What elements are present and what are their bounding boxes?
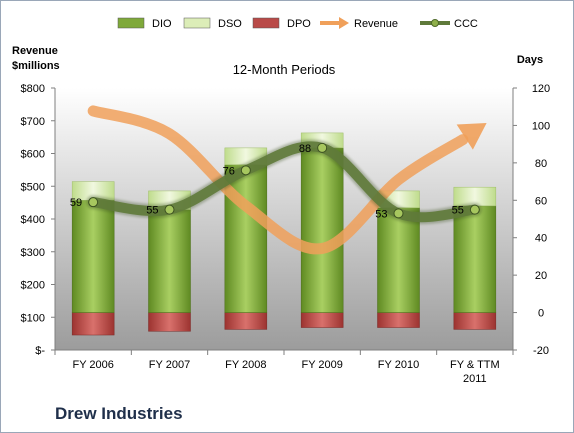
legend-swatch-dso [183, 17, 211, 29]
revenue-arrowhead [456, 122, 487, 150]
left-tick-label: $- [35, 345, 45, 357]
ccc-marker [88, 197, 99, 208]
legend-label-dso: DSO [218, 18, 242, 30]
left-tick-label: $400 [21, 214, 45, 226]
bar-dpo [224, 312, 268, 330]
x-tick-label: FY 2009 [301, 359, 342, 371]
company-name: Drew Industries [55, 404, 183, 423]
bar-dpo [300, 312, 344, 328]
bar-dpo [377, 312, 420, 328]
left-tick-label: $300 [21, 247, 45, 259]
left-tick-label: $100 [21, 312, 45, 324]
ccc-data-label: 53 [375, 208, 387, 220]
legend-label-revenue: Revenue [354, 18, 398, 30]
legend-marker-ccc [431, 19, 439, 27]
left-tick-label: $500 [21, 181, 45, 193]
x-tick-label: FY & TTM [450, 359, 500, 371]
right-tick-label: 100 [532, 120, 550, 132]
ccc-marker [240, 165, 251, 176]
bar-dio [71, 200, 115, 313]
right-tick-label: -20 [533, 345, 549, 357]
bar-dpo [148, 312, 191, 332]
ccc-data-label: 76 [223, 165, 235, 177]
left-tick-label: $700 [21, 116, 45, 128]
ccc-data-label: 55 [146, 205, 158, 217]
right-tick-label: 60 [535, 195, 547, 207]
x-tick-label: FY 2008 [225, 359, 266, 371]
bar-dio [377, 207, 420, 313]
ccc-marker [469, 204, 480, 215]
right-tick-label: 120 [532, 83, 550, 95]
legend-label-dpo: DPO [287, 18, 311, 30]
right-tick-label: 20 [535, 270, 547, 282]
left-tick-label: $600 [21, 149, 45, 161]
bar-dio [453, 205, 497, 313]
bar-dio [300, 147, 344, 313]
legend-swatch-dpo [252, 17, 280, 29]
left-axis-title: Revenue [12, 45, 58, 57]
ccc-data-label: 59 [70, 197, 82, 209]
bar-dpo [71, 312, 115, 336]
legend-label-ccc: CCC [454, 18, 478, 30]
left-tick-label: $200 [21, 280, 45, 292]
legend-arrowhead-revenue [339, 17, 349, 29]
x-tick-label: FY 2006 [72, 359, 113, 371]
right-tick-label: 40 [535, 233, 547, 245]
left-axis-title: $millions [12, 60, 60, 72]
legend-swatch-dio [117, 17, 145, 29]
bar-dpo [453, 312, 497, 330]
ccc-marker [164, 204, 175, 215]
revenue-line [87, 105, 469, 255]
ccc-data-label: 55 [452, 205, 464, 217]
ccc-marker [393, 208, 404, 219]
legend-label-dio: DIO [152, 18, 172, 30]
x-tick-label: FY 2010 [378, 359, 419, 371]
right-tick-label: 80 [535, 158, 547, 170]
ccc-marker [317, 142, 328, 153]
left-tick-label: $800 [21, 83, 45, 95]
chart-subtitle: 12-Month Periods [233, 62, 336, 77]
x-tick-label: 2011 [463, 373, 487, 385]
right-tick-label: 0 [538, 308, 544, 320]
right-axis-title: Days [517, 54, 543, 66]
ccc-data-label: 88 [299, 143, 311, 155]
x-tick-label: FY 2007 [149, 359, 190, 371]
bar-dio [148, 209, 191, 313]
